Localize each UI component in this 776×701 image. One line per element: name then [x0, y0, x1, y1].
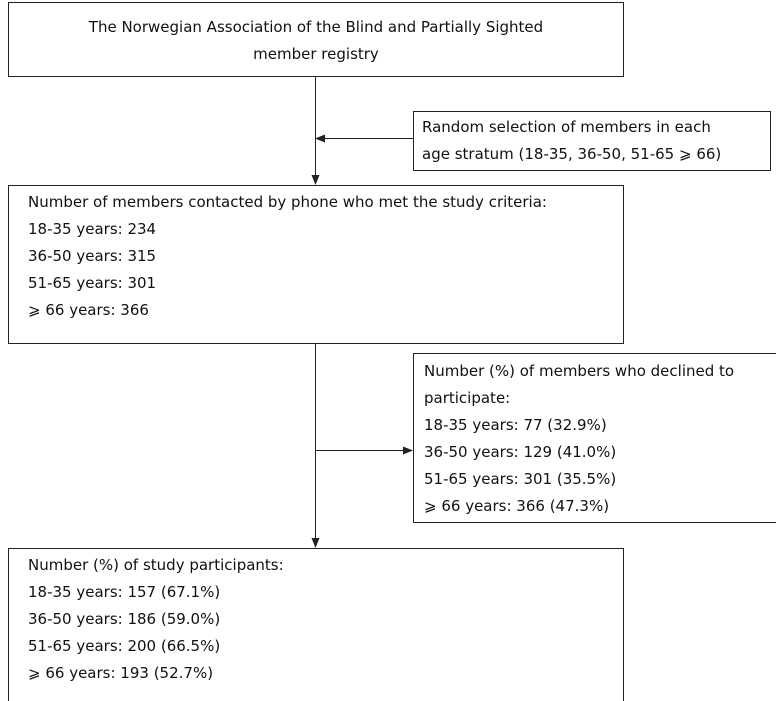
node-text: 18-35 years: 157 (67.1%) [28, 583, 221, 601]
node-text: 51-65 years: 301 (35.5%) [424, 470, 617, 488]
node-text: ⩾ 66 years: 193 (52.7%) [28, 664, 214, 682]
node-box: Random selection of members in each age s… [413, 111, 771, 171]
node-text: ⩾ 66 years: 366 [28, 301, 149, 319]
node-text: Random selection of members in each [422, 118, 711, 136]
node-text: 51-65 years: 301 [28, 274, 157, 292]
node-text: member registry [253, 45, 379, 63]
node-box: Number of members contacted by phone who… [8, 185, 624, 344]
node-text: 36-50 years: 129 (41.0%) [424, 443, 617, 461]
node-text: ⩾ 66 years: 366 (47.3%) [424, 497, 610, 515]
node-text: 36-50 years: 186 (59.0%) [28, 610, 221, 628]
node-text: 51-65 years: 200 (66.5%) [28, 637, 221, 655]
node-text: The Norwegian Association of the Blind a… [88, 18, 544, 36]
node-text: 36-50 years: 315 [28, 247, 157, 265]
node-box: The Norwegian Association of the Blind a… [8, 2, 624, 77]
node-text: age stratum (18-35, 36-50, 51-65 ⩾ 66) [422, 145, 722, 163]
node-text: 18-35 years: 77 (32.9%) [424, 416, 607, 434]
node-box: Number (%) of study participants: 18-35 y… [8, 548, 624, 701]
node-text: Number (%) of study participants: [28, 556, 284, 574]
node-text: participate: [424, 389, 511, 407]
node-text: Number (%) of members who declined to [424, 362, 735, 380]
node-text: Number of members contacted by phone who… [28, 193, 547, 211]
node-box: Number (%) of members who declined to par… [413, 353, 776, 523]
node-text: 18-35 years: 234 [28, 220, 157, 238]
